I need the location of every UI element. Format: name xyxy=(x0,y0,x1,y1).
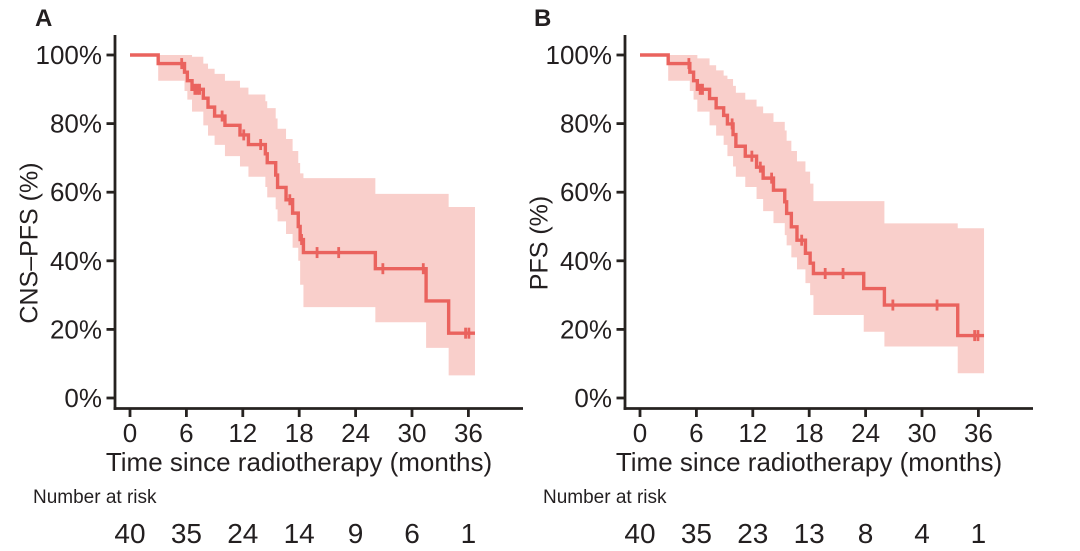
risk-count: 23 xyxy=(737,518,769,549)
survival-curve xyxy=(130,53,475,335)
y-tick-label: 80% xyxy=(560,109,612,139)
panel-a-plot-canvas: 0 6 12 18 24 30 36 0% 20% 40% 60% 80% 100% xyxy=(36,35,523,448)
x-tick-label: 30 xyxy=(398,418,427,448)
panel-b-risk-row: 40 35 23 13 8 4 1 xyxy=(510,518,1080,551)
x-tick-label: 12 xyxy=(738,418,767,448)
y-tick-label: 20% xyxy=(50,314,102,344)
confidence-band xyxy=(158,55,475,376)
confidence-band xyxy=(668,55,985,374)
y-tick-label: 0% xyxy=(64,383,102,413)
y-tick-label: 100% xyxy=(36,40,103,70)
x-tick-label: 24 xyxy=(851,418,880,448)
x-tick-label: 12 xyxy=(228,418,257,448)
y-tick-label: 100% xyxy=(546,40,613,70)
x-tick-label: 6 xyxy=(689,418,703,448)
risk-count: 13 xyxy=(793,518,825,549)
x-tick-label: 0 xyxy=(633,418,647,448)
x-tick-label: 36 xyxy=(454,418,483,448)
panel-b-risk-table-label: Number at risk xyxy=(543,487,667,508)
x-tick-label: 36 xyxy=(964,418,993,448)
panel-a-risk-table-label: Number at risk xyxy=(33,487,157,508)
y-tick-label: 40% xyxy=(560,246,612,276)
x-tick-label: 30 xyxy=(908,418,937,448)
risk-count: 9 xyxy=(347,518,364,549)
panel-b: B PFS (%) 0 6 12 18 24 30 36 0% 20% 40% 60% 80% 100%… xyxy=(510,0,1080,551)
panel-b-plot-canvas: 0 6 12 18 24 30 36 0% 20% 40% 60% 80% 100% xyxy=(546,35,1033,448)
risk-count: 24 xyxy=(227,518,259,549)
y-tick-label: 60% xyxy=(560,177,612,207)
risk-count: 40 xyxy=(624,518,656,549)
y-tick-label: 80% xyxy=(50,109,102,139)
panel-a: A CNS–PFS (%) 0 6 12 18 24 30 36 0% 20% 40% 60% 80%… xyxy=(0,5,570,551)
panel-b-x-axis-title: Time since radiotherapy (months) xyxy=(615,447,1003,477)
risk-count: 4 xyxy=(914,518,930,549)
y-tick-label: 60% xyxy=(50,177,102,207)
risk-count: 40 xyxy=(114,518,146,549)
risk-count: 1 xyxy=(460,518,477,549)
x-tick-label: 18 xyxy=(285,418,314,448)
x-tick-label: 24 xyxy=(341,418,370,448)
risk-count: 35 xyxy=(680,518,712,549)
panel-b-letter: B xyxy=(534,5,552,32)
x-tick-label: 0 xyxy=(123,418,137,448)
x-tick-label: 18 xyxy=(795,418,824,448)
y-tick-label: 40% xyxy=(50,246,102,276)
risk-count: 35 xyxy=(170,518,202,549)
y-tick-label: 20% xyxy=(560,314,612,344)
risk-count: 8 xyxy=(857,518,874,549)
risk-count: 1 xyxy=(970,518,987,549)
panel-a-letter: A xyxy=(35,5,53,32)
y-tick-label: 0% xyxy=(574,383,612,413)
panel-a-x-axis-title: Time since radiotherapy (months) xyxy=(105,447,493,477)
risk-count: 6 xyxy=(404,518,420,549)
panel-a-risk-row: 40 35 24 14 9 6 1 xyxy=(0,518,570,551)
risk-count: 14 xyxy=(283,518,315,549)
x-tick-label: 6 xyxy=(179,418,193,448)
